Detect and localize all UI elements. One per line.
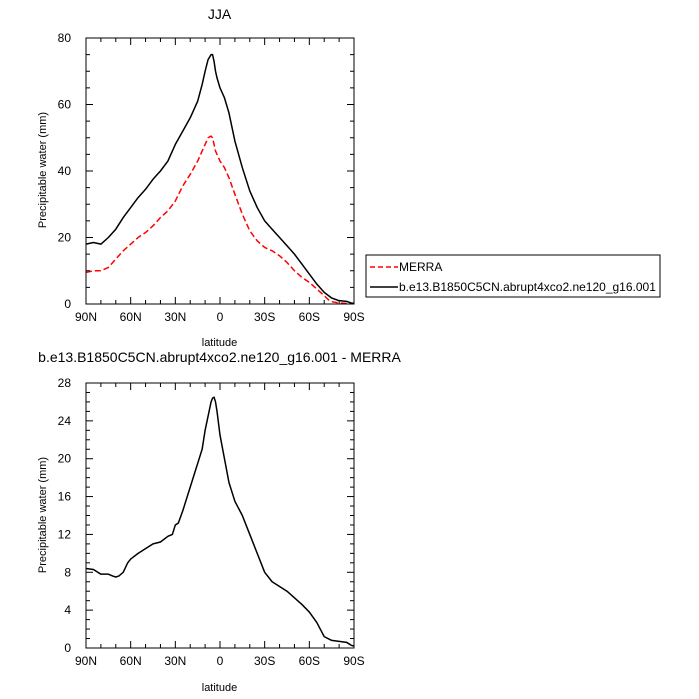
y-tick-label: 20	[58, 231, 72, 245]
y-tick-label: 28	[58, 376, 72, 390]
legend-box	[365, 254, 661, 298]
y-tick-label: 60	[58, 98, 72, 112]
y-tick-label: 16	[58, 490, 72, 504]
x-tick-label: 60S	[299, 654, 320, 668]
x-axis-label: latitude	[202, 337, 237, 349]
x-axis-label: latitude	[202, 682, 237, 694]
series-line	[85, 396, 355, 647]
series-line-b-e13-b1850c5cn-abrupt4xco2-ne120-g16-001	[85, 53, 355, 305]
x-tick-label: 30S	[254, 310, 275, 324]
x-tick-label: 30N	[164, 310, 186, 324]
legend-entry-model: b.e13.B1850C5CN.abrupt4xco2.ne120_g16.00…	[399, 280, 656, 294]
y-tick-label: 4	[64, 603, 71, 617]
y-tick-label: 24	[58, 414, 72, 428]
x-tick-label: 90S	[343, 654, 364, 668]
y-tick-label: 0	[64, 297, 71, 311]
x-tick-label: 0	[217, 654, 224, 668]
x-tick-label: 30S	[254, 654, 275, 668]
y-tick-label: 0	[64, 641, 71, 655]
y-axis-label: Precipitable water (mm)	[37, 112, 49, 228]
y-tick-label: 8	[64, 565, 71, 579]
y-tick-label: 80	[58, 31, 72, 45]
plot-frame	[85, 382, 355, 649]
x-tick-label: 60N	[120, 310, 142, 324]
x-tick-label: 30N	[164, 654, 186, 668]
chart-title: b.e13.B1850C5CN.abrupt4xco2.ne120_g16.00…	[38, 349, 401, 365]
panel-top: JJA latitude Precipitable water (mm) 90N…	[37, 6, 365, 349]
y-tick-label: 12	[58, 527, 72, 541]
x-tick-label: 0	[217, 310, 224, 324]
x-tick-label: 90S	[343, 310, 364, 324]
x-tick-label: 60N	[120, 654, 142, 668]
legend-entry-merra: MERRA	[399, 260, 442, 274]
y-tick-label: 40	[58, 164, 72, 178]
x-tick-label: 60S	[299, 310, 320, 324]
plot-frame	[85, 37, 355, 305]
y-tick-label: 20	[58, 452, 72, 466]
series-line-merra	[85, 135, 354, 305]
y-axis-label: Precipitable water (mm)	[37, 457, 49, 573]
panel-bottom: b.e13.B1850C5CN.abrupt4xco2.ne120_g16.00…	[37, 349, 401, 694]
x-tick-label: 90N	[75, 310, 97, 324]
legend: MERRA b.e13.B1850C5CN.abrupt4xco2.ne120_…	[365, 254, 661, 298]
chart-title: JJA	[208, 6, 232, 22]
x-tick-label: 90N	[75, 654, 97, 668]
